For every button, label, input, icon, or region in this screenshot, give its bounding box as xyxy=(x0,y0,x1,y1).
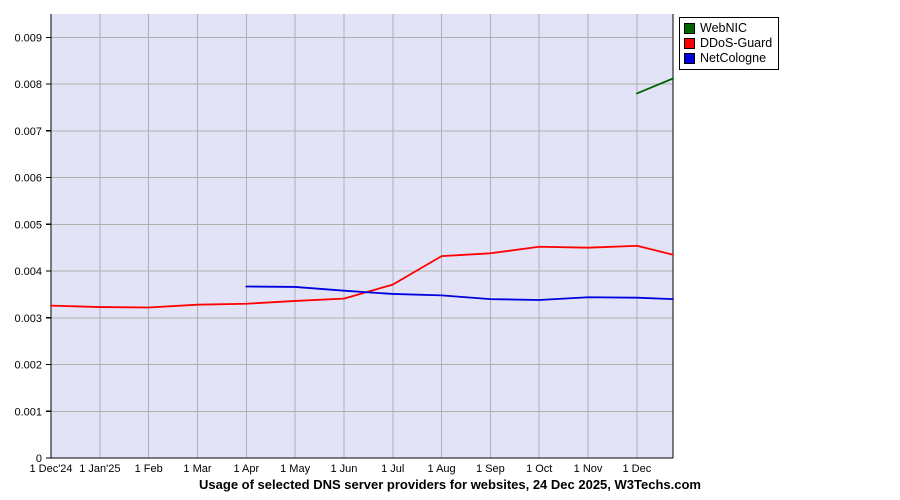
x-tick-label: 1 Feb xyxy=(135,463,163,475)
legend-item[interactable]: DDoS-Guard xyxy=(684,36,772,51)
vertical-gridlines xyxy=(99,14,638,458)
legend-item[interactable]: NetCologne xyxy=(684,51,772,66)
horizontal-gridlines xyxy=(51,36,673,412)
chart-legend: WebNIC DDoS-Guard NetCologne xyxy=(679,17,780,70)
y-tick-label: 0.005 xyxy=(14,219,42,231)
y-axis-ticks: 0 0.001 0.002 0.003 0.004 0.005 0.006 0.007 0.00… xyxy=(14,32,51,465)
y-tick-label: 0.007 xyxy=(14,126,42,138)
legend-swatch-icon xyxy=(684,53,695,64)
y-tick-label: 0.002 xyxy=(14,360,42,372)
y-tick-label: 0.008 xyxy=(14,79,42,91)
plot-background xyxy=(51,14,673,458)
chart-caption: Usage of selected DNS server providers f… xyxy=(199,477,701,492)
y-tick-label: 0.004 xyxy=(14,266,42,278)
series-line-netcologne xyxy=(245,285,674,301)
series-line-webnic xyxy=(635,77,674,95)
legend-item[interactable]: WebNIC xyxy=(684,21,772,36)
y-tick-label: 0.009 xyxy=(14,32,42,44)
x-tick-label: 1 Jul xyxy=(381,463,404,475)
x-tick-label: 1 Aug xyxy=(428,463,456,475)
x-tick-label: 1 Dec'24 xyxy=(29,463,72,475)
x-tick-label: 1 Apr xyxy=(233,463,259,475)
data-series-group xyxy=(50,77,674,309)
x-tick-label: 1 Dec xyxy=(622,463,651,475)
y-tick-label: 0 xyxy=(36,453,42,465)
legend-swatch-icon xyxy=(684,23,695,34)
x-tick-label: 1 Sep xyxy=(476,463,505,475)
legend-swatch-icon xyxy=(684,38,695,49)
y-tick-label: 0.006 xyxy=(14,173,42,185)
legend-label: DDoS-Guard xyxy=(700,36,773,50)
x-tick-label: 1 May xyxy=(280,463,310,475)
x-tick-label: 1 Nov xyxy=(574,463,603,475)
x-tick-label: 1 Mar xyxy=(183,463,211,475)
legend-label: WebNIC xyxy=(700,21,748,35)
y-tick-label: 0.003 xyxy=(14,313,42,325)
x-axis-ticks: 1 Dec'24 1 Jan'25 1 Feb 1 Mar 1 Apr 1 May 1 Ju… xyxy=(29,463,651,475)
x-tick-label: 1 Jun xyxy=(330,463,357,475)
x-tick-label: 1 Jan'25 xyxy=(79,463,120,475)
x-tick-label: 1 Oct xyxy=(526,463,552,475)
legend-label: NetCologne xyxy=(700,51,767,65)
y-tick-label: 0.001 xyxy=(14,406,42,418)
